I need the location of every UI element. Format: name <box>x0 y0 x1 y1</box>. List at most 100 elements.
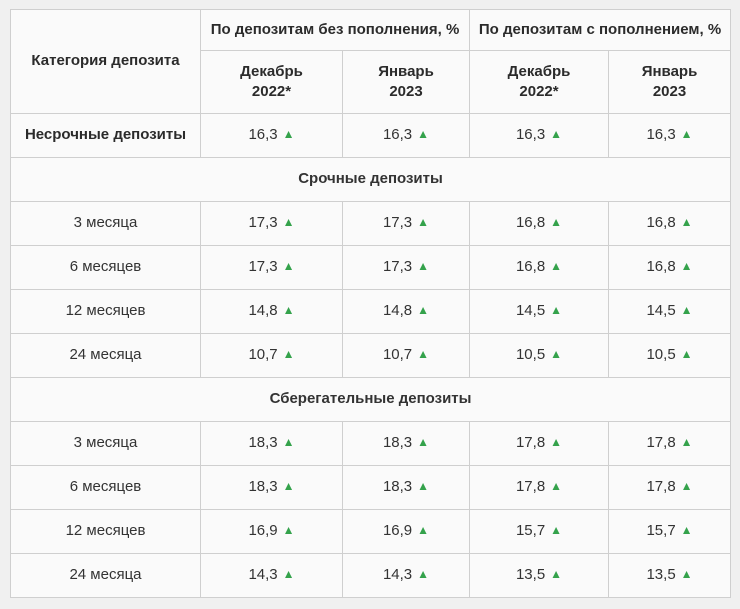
trend-up-icon: ▲ <box>282 435 295 450</box>
rate-number: 10,7 <box>382 346 413 364</box>
rate-value-cell: 14,5 ▲ <box>469 289 610 334</box>
table-row: Несрочные депозиты 16,3 ▲ 16,3 ▲ 16,3 ▲ 16,3 ▲ <box>10 113 732 158</box>
rate-value-cell: 18,3 ▲ <box>341 421 471 466</box>
rate-value-cell: 13,5 ▲ <box>608 553 732 598</box>
category-label: 12 месяцев <box>10 289 201 334</box>
rate-value-cell: 14,3 ▲ <box>341 553 471 598</box>
section-row: Сберегательные депозиты <box>9 377 732 422</box>
rate-value-cell: 18,3 ▲ <box>341 465 471 510</box>
rate-number: 17,8 <box>515 478 546 496</box>
rate-number: 14,8 <box>248 302 278 320</box>
rate-value-cell: 18,3 ▲ <box>200 465 343 510</box>
deposit-rates-table: Категория депозита По депозитам без попо… <box>9 9 732 598</box>
rate-number: 18,3 <box>248 478 278 496</box>
trend-up-icon: ▲ <box>417 523 430 538</box>
trend-up-icon: ▲ <box>680 479 693 494</box>
rate-number: 18,3 <box>248 434 278 452</box>
rate-number: 17,3 <box>248 214 278 232</box>
rate-number: 10,5 <box>646 346 676 364</box>
rate-value-cell: 16,3 ▲ <box>469 113 610 158</box>
year-label: 2023 <box>389 83 423 100</box>
rate-number: 13,5 <box>515 566 546 584</box>
rate-value-cell: 14,8 ▲ <box>200 289 343 334</box>
category-label: 3 месяца <box>10 201 201 246</box>
trend-up-icon: ▲ <box>282 259 295 274</box>
rate-value-cell: 10,5 ▲ <box>469 333 610 378</box>
trend-up-icon: ▲ <box>417 435 430 450</box>
rate-value-cell: 16,8 ▲ <box>608 201 732 246</box>
rate-value-cell: 18,3 ▲ <box>200 421 343 466</box>
group-header-no-replenishment: По депозитам без пополнения, % <box>199 9 471 51</box>
trend-up-icon: ▲ <box>417 127 430 142</box>
category-label: 6 месяцев <box>10 465 201 510</box>
section-row: Срочные депозиты <box>9 157 732 202</box>
table-row: 24 месяца 14,3 ▲ 14,3 ▲ 13,5 ▲ 13,5 ▲ <box>10 553 732 598</box>
trend-up-icon: ▲ <box>550 435 563 450</box>
rate-number: 17,3 <box>382 214 413 232</box>
corner-header-category: Категория депозита <box>10 9 201 114</box>
rate-number: 10,7 <box>248 346 278 364</box>
trend-up-icon: ▲ <box>680 303 693 318</box>
rate-number: 17,3 <box>382 258 413 276</box>
trend-up-icon: ▲ <box>417 479 430 494</box>
rate-number: 16,3 <box>382 126 413 144</box>
rate-value-cell: 16,3 ▲ <box>608 113 732 158</box>
trend-up-icon: ▲ <box>282 479 295 494</box>
trend-up-icon: ▲ <box>417 215 430 230</box>
table-row: 12 месяцев 14,8 ▲ 14,8 ▲ 14,5 ▲ 14,5 ▲ <box>10 289 732 334</box>
table-row: 3 месяца 18,3 ▲ 18,3 ▲ 17,8 ▲ 17,8 ▲ <box>10 421 732 466</box>
rate-value-cell: 15,7 ▲ <box>608 509 732 554</box>
table-row: 6 месяцев 18,3 ▲ 18,3 ▲ 17,8 ▲ 17,8 ▲ <box>10 465 732 510</box>
rate-number: 16,9 <box>382 522 413 540</box>
trend-up-icon: ▲ <box>550 127 563 142</box>
rate-value-cell: 13,5 ▲ <box>469 553 610 598</box>
trend-up-icon: ▲ <box>550 259 563 274</box>
rate-number: 16,8 <box>646 258 676 276</box>
rate-value-cell: 16,8 ▲ <box>608 245 732 290</box>
rate-number: 15,7 <box>646 522 676 540</box>
column-header-row: Декабрь 2022* Январь 2023 Декабрь 2022* … <box>11 50 732 114</box>
trend-up-icon: ▲ <box>550 347 563 362</box>
rate-number: 16,8 <box>515 214 546 232</box>
section-title: Срочные депозиты <box>9 157 732 202</box>
rate-value-cell: 10,5 ▲ <box>608 333 732 378</box>
category-label: 24 месяца <box>10 333 201 378</box>
rate-value-cell: 17,3 ▲ <box>341 201 471 246</box>
rate-value-cell: 16,8 ▲ <box>469 201 610 246</box>
category-label: 3 месяца <box>10 421 201 466</box>
category-label: 12 месяцев <box>10 509 201 554</box>
rate-number: 17,8 <box>646 434 676 452</box>
trend-up-icon: ▲ <box>417 567 430 582</box>
column-header-jan-2023-a: Январь 2023 <box>341 50 471 114</box>
rate-number: 14,3 <box>248 566 278 584</box>
rate-value-cell: 17,3 ▲ <box>200 201 343 246</box>
rate-value-cell: 16,3 ▲ <box>200 113 343 158</box>
rate-value-cell: 16,9 ▲ <box>341 509 471 554</box>
year-label: 2022* <box>251 83 292 100</box>
rate-number: 14,5 <box>646 302 676 320</box>
trend-up-icon: ▲ <box>680 567 693 582</box>
rate-number: 14,8 <box>382 302 413 320</box>
section-title: Сберегательные депозиты <box>9 377 732 422</box>
rate-number: 14,3 <box>382 566 413 584</box>
category-label: 24 месяца <box>10 553 201 598</box>
rate-value-cell: 10,7 ▲ <box>341 333 471 378</box>
trend-up-icon: ▲ <box>282 303 295 318</box>
column-header-dec-2022-a: Декабрь 2022* <box>200 50 343 114</box>
rate-number: 16,3 <box>646 126 676 144</box>
rate-value-cell: 17,3 ▲ <box>341 245 471 290</box>
rate-value-cell: 14,5 ▲ <box>608 289 732 334</box>
trend-up-icon: ▲ <box>417 303 430 318</box>
trend-up-icon: ▲ <box>282 215 295 230</box>
trend-up-icon: ▲ <box>282 347 295 362</box>
rate-number: 17,3 <box>248 258 278 276</box>
rate-number: 16,3 <box>515 126 546 144</box>
table-body: Несрочные депозиты 16,3 ▲ 16,3 ▲ 16,3 ▲ 16,3 ▲ Ср… <box>9 113 732 598</box>
table-row: 24 месяца 10,7 ▲ 10,7 ▲ 10,5 ▲ 10,5 ▲ <box>10 333 732 378</box>
rate-value-cell: 16,3 ▲ <box>341 113 471 158</box>
rate-number: 13,5 <box>646 566 676 584</box>
trend-up-icon: ▲ <box>550 303 563 318</box>
rate-number: 16,8 <box>515 258 546 276</box>
rate-value-cell: 17,8 ▲ <box>608 421 732 466</box>
